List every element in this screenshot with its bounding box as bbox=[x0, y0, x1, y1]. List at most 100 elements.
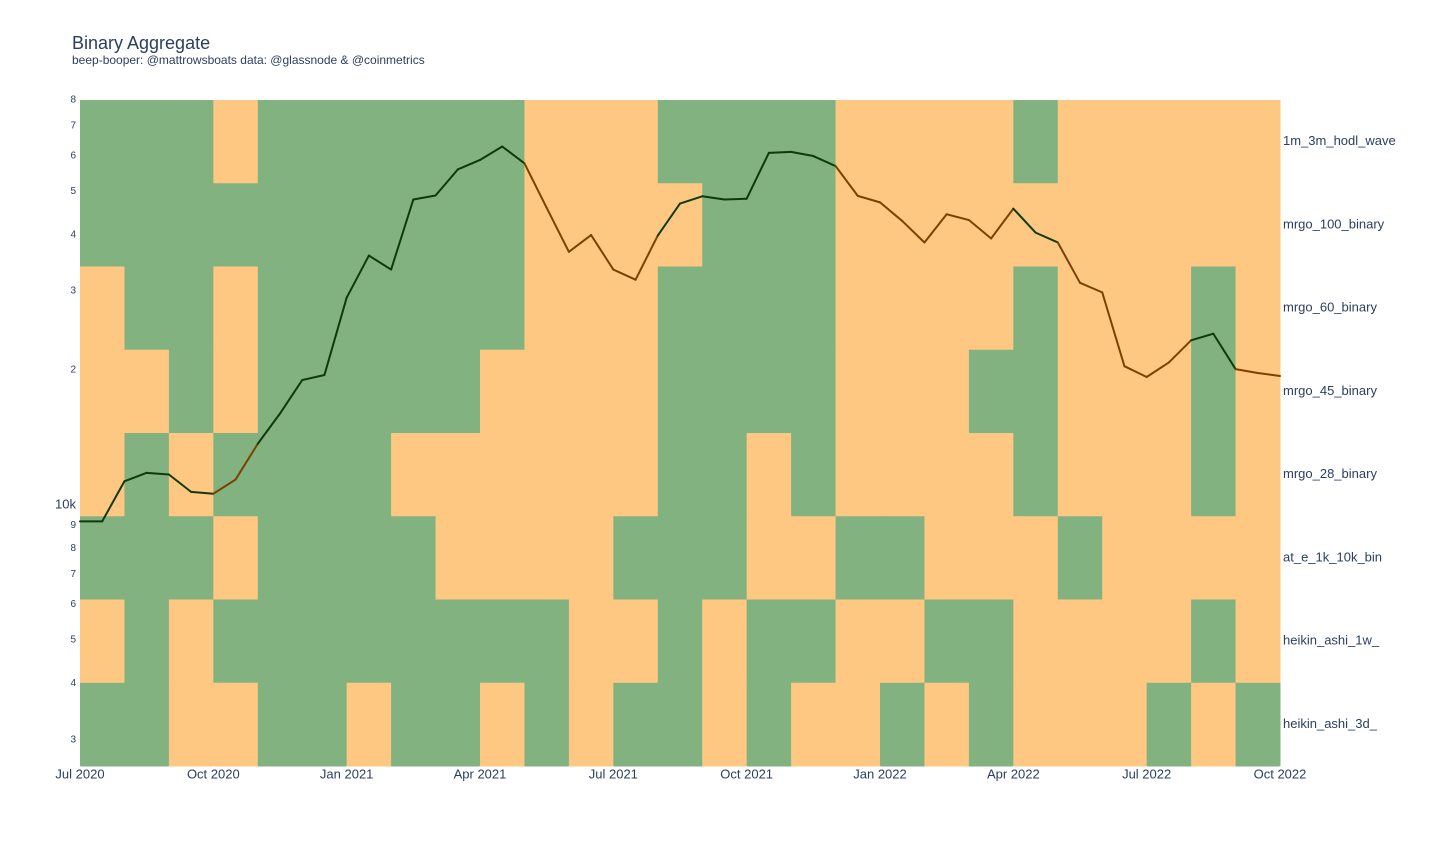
heatmap-cell bbox=[346, 433, 392, 517]
heatmap-cell bbox=[924, 433, 970, 517]
heatmap-cell bbox=[1146, 516, 1192, 600]
row-label: mrgo_100_binary bbox=[1283, 216, 1385, 231]
heatmap-cell bbox=[791, 349, 837, 434]
heatmap-cell bbox=[1191, 349, 1237, 434]
heatmap-cell bbox=[746, 183, 792, 267]
x-tick-label: Jul 2021 bbox=[589, 766, 638, 781]
heatmap-cell bbox=[480, 183, 525, 267]
x-tick-label: Oct 2021 bbox=[720, 766, 773, 781]
price-line bbox=[1212, 332, 1237, 371]
heatmap-cell bbox=[346, 349, 392, 434]
heatmap-cell bbox=[613, 433, 659, 517]
heatmap-cell bbox=[835, 349, 881, 434]
heatmap-cell bbox=[835, 682, 881, 767]
y-tick-label: 7 bbox=[70, 121, 76, 132]
heatmap-cell bbox=[302, 599, 348, 684]
heatmap-cell bbox=[480, 266, 525, 351]
heatmap-cell bbox=[613, 682, 659, 767]
heatmap-cell bbox=[524, 433, 570, 517]
heatmap-cell bbox=[791, 183, 837, 267]
heatmap-cell bbox=[746, 682, 792, 767]
heatmap-cell bbox=[257, 183, 303, 267]
x-tick-label: Apr 2022 bbox=[987, 766, 1040, 781]
heatmap-cell bbox=[568, 433, 614, 517]
heatmap-cell bbox=[746, 599, 792, 684]
heatmap-cell bbox=[524, 266, 570, 351]
heatmap-cell bbox=[435, 599, 481, 684]
heatmap-cell bbox=[1191, 516, 1237, 600]
y-tick-label: 4 bbox=[70, 230, 76, 241]
x-tick-label: Apr 2021 bbox=[454, 766, 507, 781]
heatmap-cell bbox=[702, 599, 748, 684]
chart-subtitle: beep-booper: @mattrowsboats data: @glass… bbox=[72, 53, 425, 67]
x-tick-label: Jan 2022 bbox=[853, 766, 907, 781]
row-label: heikin_ashi_3d_ bbox=[1283, 716, 1378, 731]
heatmap-cell bbox=[391, 516, 437, 600]
heatmap-cell bbox=[302, 100, 348, 184]
heatmap-cell bbox=[1013, 599, 1059, 684]
price-line bbox=[1145, 361, 1170, 378]
heatmap-cell bbox=[835, 433, 881, 517]
price-line bbox=[1012, 207, 1037, 234]
heatmap-cell bbox=[746, 433, 792, 517]
heatmap-cell bbox=[213, 599, 259, 684]
heatmap-cell bbox=[1013, 433, 1059, 517]
heatmap-cell bbox=[1057, 183, 1103, 267]
price-line bbox=[790, 150, 815, 158]
heatmap-cell bbox=[746, 349, 792, 434]
row-label: mrgo_45_binary bbox=[1283, 383, 1377, 398]
heatmap-cell bbox=[924, 266, 970, 351]
heatmap-cell bbox=[702, 266, 748, 351]
heatmap-cell bbox=[924, 100, 970, 184]
heatmap-cell bbox=[835, 100, 881, 184]
heatmap-cell bbox=[613, 599, 659, 684]
heatmap-cell bbox=[124, 682, 170, 767]
heatmap-cell bbox=[835, 266, 881, 351]
heatmap-cell bbox=[80, 100, 125, 184]
heatmap-cell bbox=[1013, 100, 1059, 184]
heatmap-cell bbox=[1057, 266, 1103, 351]
price-line bbox=[456, 158, 481, 171]
heatmap-cell bbox=[257, 100, 303, 184]
heatmap-cell bbox=[302, 433, 348, 517]
heatmap-cell bbox=[1146, 100, 1192, 184]
heatmap-cell bbox=[1235, 516, 1281, 600]
heatmap-cell bbox=[391, 100, 437, 184]
price-line bbox=[990, 207, 1015, 240]
price-line bbox=[501, 145, 526, 165]
heatmap-cell bbox=[702, 516, 748, 600]
heatmap-cell bbox=[1013, 682, 1059, 767]
heatmap-cell bbox=[1146, 599, 1192, 684]
heatmap-cell bbox=[124, 183, 170, 267]
heatmap-cell bbox=[80, 433, 125, 517]
heatmap-cell bbox=[613, 516, 659, 600]
heatmap-cell bbox=[835, 599, 881, 684]
heatmap-cell bbox=[168, 599, 214, 684]
price-line bbox=[1123, 365, 1148, 378]
heatmap-cell bbox=[613, 183, 659, 267]
heatmap-cell bbox=[791, 433, 837, 517]
heatmap-cell bbox=[168, 100, 214, 184]
heatmap-cell bbox=[702, 682, 748, 767]
y-tick-label: 4 bbox=[70, 678, 76, 689]
x-tick-label: Jul 2022 bbox=[1122, 766, 1171, 781]
heatmap-cell bbox=[80, 516, 125, 600]
heatmap-cell bbox=[124, 100, 170, 184]
y-tick-label: 10k bbox=[55, 497, 76, 512]
heatmap-cell bbox=[80, 682, 125, 767]
heatmap-cell bbox=[835, 516, 881, 600]
heatmap-cell bbox=[168, 682, 214, 767]
heatmap-cell bbox=[1235, 433, 1281, 517]
heatmap-cell bbox=[435, 100, 481, 184]
heatmap-cell bbox=[1235, 349, 1281, 434]
heatmap-cell bbox=[568, 183, 614, 267]
heatmap-cell bbox=[1102, 349, 1148, 434]
price-line bbox=[145, 471, 170, 476]
row-label: 1m_3m_hodl_wave bbox=[1283, 133, 1396, 148]
heatmap-cell bbox=[968, 516, 1014, 600]
heatmap-cell bbox=[1013, 349, 1059, 434]
heatmap-cell bbox=[1013, 516, 1059, 600]
heatmap-cell bbox=[124, 516, 170, 600]
heatmap-cell bbox=[657, 682, 703, 767]
